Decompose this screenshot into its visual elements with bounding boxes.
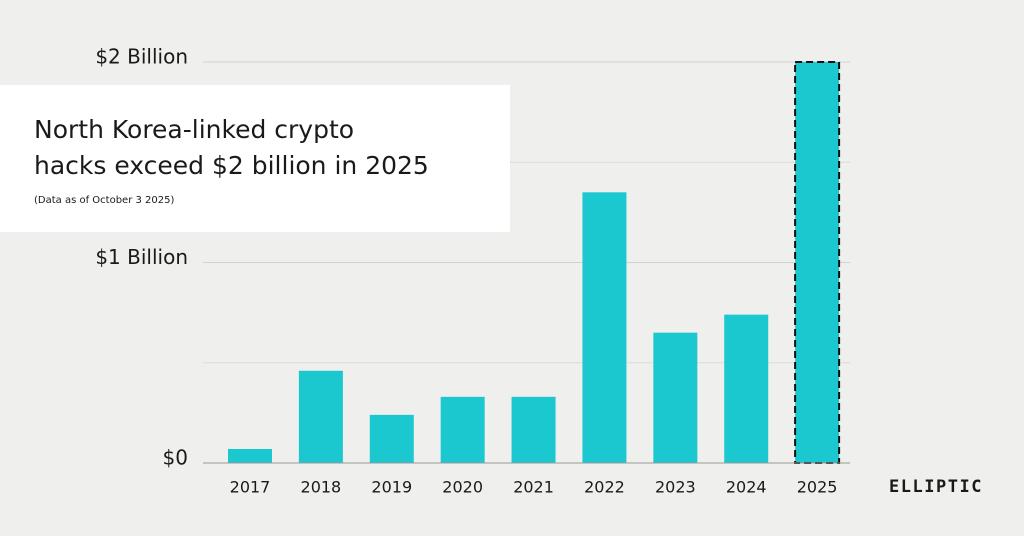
x-tick-label: 2022 bbox=[584, 478, 625, 497]
bar bbox=[511, 396, 556, 463]
y-tick-label: $1 Billion bbox=[95, 245, 188, 269]
y-tick-label: $0 bbox=[163, 446, 188, 470]
plot: $0 $1 Billion $2 Billion 2017 2018 2019 2020 20… bbox=[95, 45, 850, 497]
x-tick-label: 2019 bbox=[371, 478, 412, 497]
x-tick-label: 2021 bbox=[513, 478, 554, 497]
x-tick-label: 2023 bbox=[655, 478, 696, 497]
chart-subtitle: (Data as of October 3 2025) bbox=[34, 195, 174, 206]
x-tick-label: 2024 bbox=[726, 478, 767, 497]
title-box bbox=[0, 85, 510, 232]
bar bbox=[440, 396, 485, 463]
bar bbox=[794, 61, 841, 464]
x-tick-label: 2017 bbox=[230, 478, 271, 497]
bar bbox=[298, 370, 343, 463]
x-tick-label: 2020 bbox=[442, 478, 483, 497]
x-tick-label: 2025 bbox=[797, 478, 838, 497]
logo: ELLIPTIC bbox=[889, 477, 983, 497]
chart-title: North Korea-linked crypto bbox=[34, 115, 354, 144]
bar bbox=[724, 314, 769, 463]
bar bbox=[653, 332, 698, 463]
bar bbox=[228, 448, 272, 463]
bar bbox=[369, 414, 414, 463]
y-tick-label: $2 Billion bbox=[95, 45, 188, 69]
x-tick-label: 2018 bbox=[301, 478, 342, 497]
chart-title: hacks exceed $2 billion in 2025 bbox=[34, 151, 429, 180]
bar bbox=[582, 192, 627, 463]
